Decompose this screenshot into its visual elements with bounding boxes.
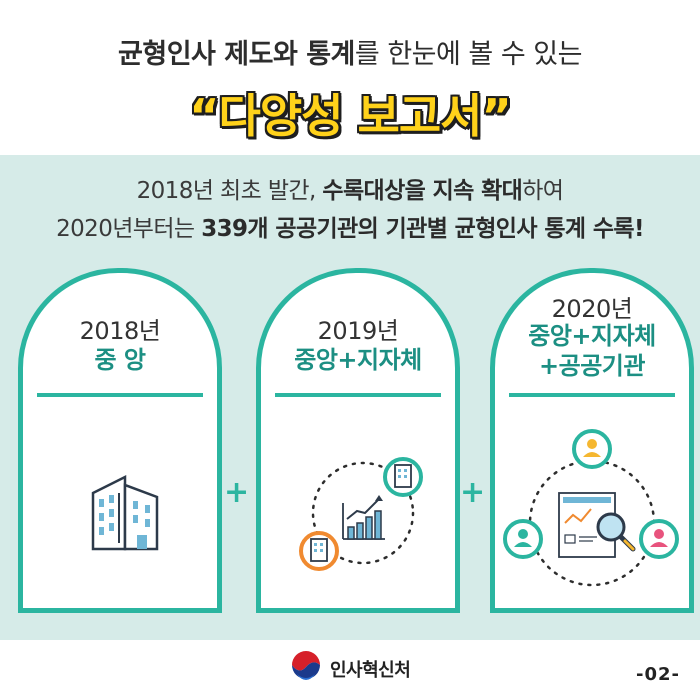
card-name: 중앙+지자체 [294,346,422,374]
building-icon [91,474,159,551]
card-year: 2020년 [551,295,633,323]
card-2018: 2018년 중 앙 [18,268,222,613]
desc-text: 하여 [522,178,564,204]
page-number: -02- [636,664,680,685]
title-line-1: 균형인사 제도와 통계를 한눈에 볼 수 있는 [0,32,700,71]
org-name: 인사혁신처 [330,660,411,681]
description-line-2: 2020년부터는 339개 공공기관의 기관별 균형인사 통계 수록! [0,210,700,248]
card-name-line-1: 중앙+지자체 [528,322,656,350]
growth-chart-icon [299,457,423,571]
desc-text: 2020년부터는 [56,216,202,242]
title-bold-part: 균형인사 제도와 통계 [118,39,355,70]
title-light-part: 를 한눈에 볼 수 있는 [354,39,583,70]
footer [0,640,700,700]
card-divider [509,393,675,397]
desc-bold: 수록대상을 지속 확대 [322,178,523,204]
report-search-icon [503,429,679,587]
description: 2018년 최초 발간, 수록대상을 지속 확대하여 2020년부터는 339개… [0,172,700,248]
plus-sign-2: + [460,475,486,510]
card-2019: 2019년 중앙+지자체 [256,268,460,613]
card-divider [37,393,203,397]
card-year: 2018년 [79,317,161,345]
card-name: 중 앙 [94,346,146,374]
card-year: 2019년 [317,317,399,345]
plus-sign-1: + [224,475,250,510]
title-line-2: “다양성 보고서” [0,80,700,146]
card-name-line-2: +공공기관 [539,352,645,380]
description-line-1: 2018년 최초 발간, 수록대상을 지속 확대하여 [0,172,700,210]
government-logo-icon [290,651,322,683]
report-title: “다양성 보고서” [189,89,511,143]
card-2020: 2020년 중앙+지자체 +공공기관 [490,268,694,613]
header: 균형인사 제도와 통계를 한눈에 볼 수 있는 “다양성 보고서” [0,0,700,155]
desc-bold: 339개 공공기관의 기관별 균형인사 통계 수록! [201,216,644,242]
card-divider [275,393,441,397]
desc-text: 2018년 최초 발간, [136,178,323,204]
